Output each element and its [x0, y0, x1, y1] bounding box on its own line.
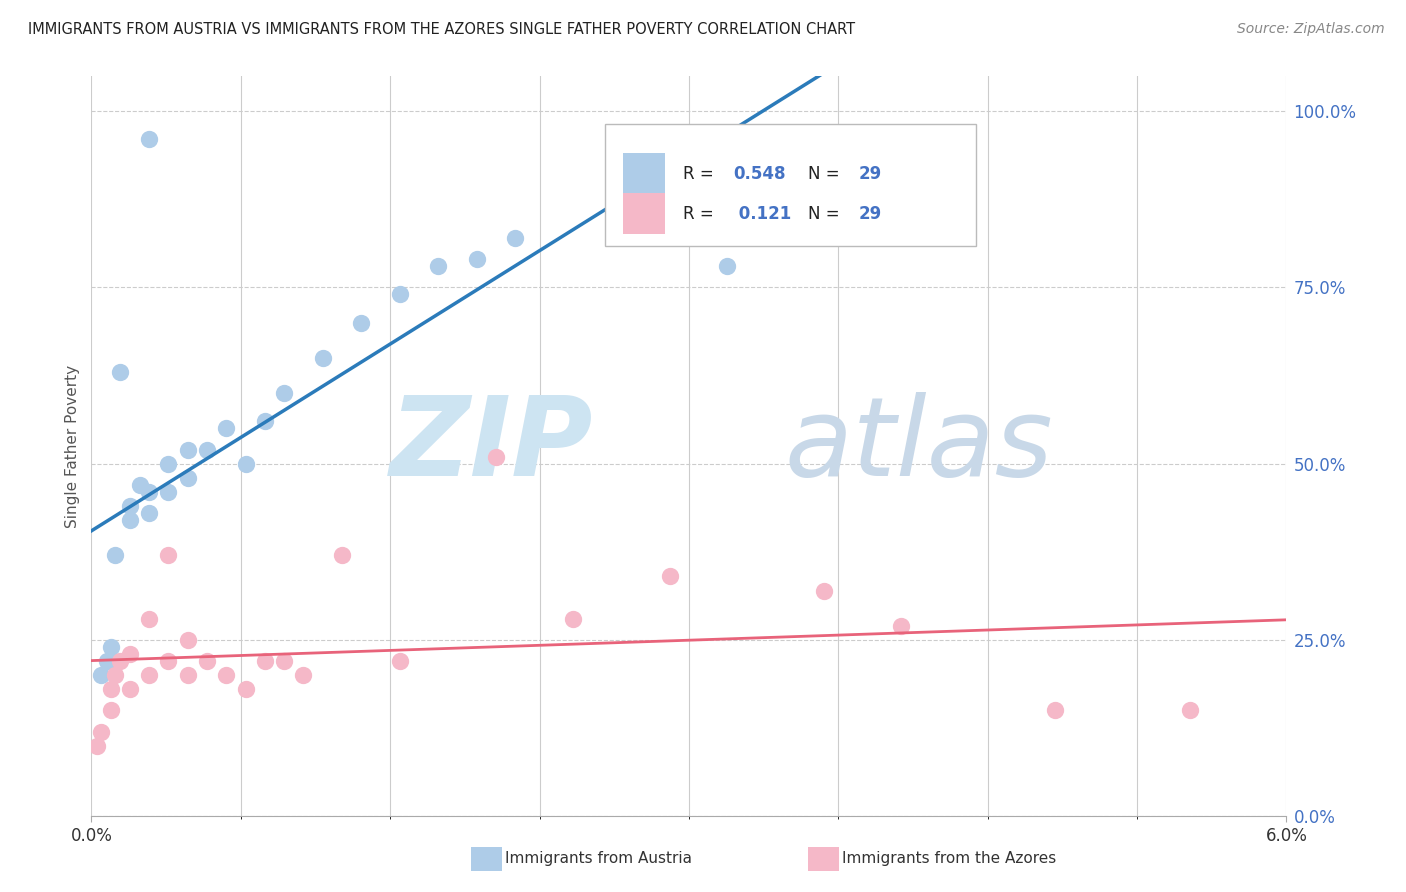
- Text: Immigrants from Austria: Immigrants from Austria: [505, 851, 692, 865]
- Point: [1178, 703, 1201, 717]
- Point: [100, 682, 122, 697]
- Point: [388, 654, 411, 668]
- Point: [215, 668, 238, 682]
- Text: 29: 29: [859, 164, 882, 183]
- Point: [890, 619, 912, 633]
- Point: [177, 471, 200, 485]
- Point: [138, 612, 160, 626]
- Point: [195, 442, 218, 457]
- Point: [465, 252, 488, 267]
- Point: [177, 632, 200, 647]
- Point: [235, 682, 257, 697]
- Point: [658, 569, 681, 583]
- Point: [96, 654, 118, 668]
- Point: [100, 654, 122, 668]
- Point: [90, 724, 112, 739]
- Bar: [623, 194, 665, 234]
- Text: Source: ZipAtlas.com: Source: ZipAtlas.com: [1237, 22, 1385, 37]
- Point: [118, 682, 141, 697]
- Point: [485, 450, 508, 464]
- Point: [716, 259, 738, 273]
- Point: [1043, 703, 1066, 717]
- Text: ZIP: ZIP: [389, 392, 593, 500]
- Point: [177, 442, 200, 457]
- FancyBboxPatch shape: [605, 124, 976, 246]
- Point: [157, 484, 180, 499]
- Point: [177, 668, 200, 682]
- Text: N =: N =: [808, 204, 845, 223]
- Point: [253, 414, 276, 428]
- Text: N =: N =: [808, 164, 845, 183]
- Point: [157, 549, 180, 563]
- Point: [195, 654, 218, 668]
- Y-axis label: Single Father Poverty: Single Father Poverty: [65, 365, 80, 527]
- Point: [100, 640, 122, 654]
- Point: [215, 421, 238, 435]
- Point: [118, 513, 141, 527]
- Point: [273, 654, 295, 668]
- Point: [350, 316, 373, 330]
- Point: [620, 195, 643, 210]
- Point: [128, 477, 150, 491]
- Point: [138, 506, 160, 520]
- Point: [253, 654, 276, 668]
- Point: [110, 654, 132, 668]
- Text: R =: R =: [683, 164, 718, 183]
- Point: [138, 132, 160, 146]
- Point: [330, 549, 353, 563]
- Text: Immigrants from the Azores: Immigrants from the Azores: [842, 851, 1056, 865]
- Point: [103, 549, 125, 563]
- Point: [157, 457, 180, 471]
- Point: [103, 668, 125, 682]
- Point: [562, 612, 585, 626]
- Point: [110, 365, 132, 379]
- Point: [100, 703, 122, 717]
- Point: [138, 484, 160, 499]
- Point: [235, 457, 257, 471]
- Point: [118, 647, 141, 661]
- Point: [86, 739, 108, 753]
- Text: 29: 29: [859, 204, 882, 223]
- Point: [813, 583, 835, 598]
- Point: [292, 668, 315, 682]
- Point: [388, 287, 411, 301]
- Point: [157, 654, 180, 668]
- Point: [505, 231, 527, 245]
- Text: 0.121: 0.121: [733, 204, 792, 223]
- Bar: [623, 153, 665, 194]
- Text: 0.548: 0.548: [733, 164, 786, 183]
- Point: [273, 386, 295, 401]
- Point: [118, 499, 141, 513]
- Point: [427, 259, 450, 273]
- Text: IMMIGRANTS FROM AUSTRIA VS IMMIGRANTS FROM THE AZORES SINGLE FATHER POVERTY CORR: IMMIGRANTS FROM AUSTRIA VS IMMIGRANTS FR…: [28, 22, 855, 37]
- Point: [90, 668, 112, 682]
- Text: R =: R =: [683, 204, 718, 223]
- Point: [138, 668, 160, 682]
- Text: atlas: atlas: [785, 392, 1053, 500]
- Point: [312, 351, 335, 365]
